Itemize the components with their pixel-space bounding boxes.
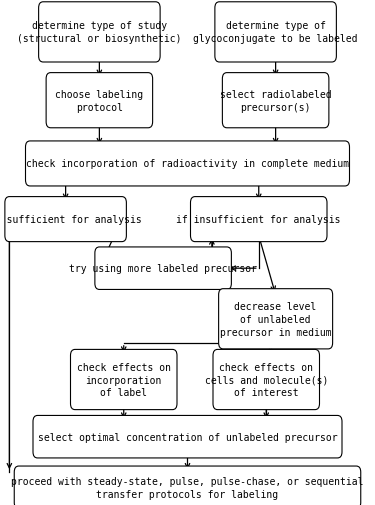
FancyBboxPatch shape [215, 3, 336, 63]
FancyBboxPatch shape [190, 197, 327, 242]
Text: proceed with steady-state, pulse, pulse-chase, or sequential
transfer protocols : proceed with steady-state, pulse, pulse-… [11, 476, 364, 499]
FancyBboxPatch shape [222, 73, 329, 128]
FancyBboxPatch shape [70, 349, 177, 410]
Text: check incorporation of radioactivity in complete medium: check incorporation of radioactivity in … [26, 159, 349, 169]
FancyBboxPatch shape [95, 247, 231, 290]
Text: check effects on
cells and molecule(s)
of interest: check effects on cells and molecule(s) o… [205, 362, 328, 397]
Text: decrease level
of unlabeled
precursor in medium: decrease level of unlabeled precursor in… [220, 301, 332, 337]
Text: select optimal concentration of unlabeled precursor: select optimal concentration of unlabele… [38, 432, 338, 442]
FancyBboxPatch shape [14, 466, 361, 505]
Text: try using more labeled precursor: try using more labeled precursor [69, 264, 257, 274]
Text: select radiolabeled
precursor(s): select radiolabeled precursor(s) [220, 89, 332, 113]
FancyBboxPatch shape [5, 197, 126, 242]
FancyBboxPatch shape [33, 416, 342, 458]
Text: if sufficient for analysis: if sufficient for analysis [0, 215, 142, 225]
Text: choose labeling
protocol: choose labeling protocol [56, 89, 143, 113]
Text: determine type of
glycoconjugate to be labeled: determine type of glycoconjugate to be l… [194, 21, 358, 44]
Text: if insufficient for analysis: if insufficient for analysis [177, 215, 341, 225]
Text: check effects on
incorporation
of label: check effects on incorporation of label [77, 362, 171, 397]
Text: determine type of study
(structural or biosynthetic): determine type of study (structural or b… [17, 21, 182, 44]
FancyBboxPatch shape [213, 349, 320, 410]
FancyBboxPatch shape [39, 3, 160, 63]
FancyBboxPatch shape [46, 73, 153, 128]
FancyBboxPatch shape [219, 289, 333, 349]
FancyBboxPatch shape [26, 141, 350, 186]
